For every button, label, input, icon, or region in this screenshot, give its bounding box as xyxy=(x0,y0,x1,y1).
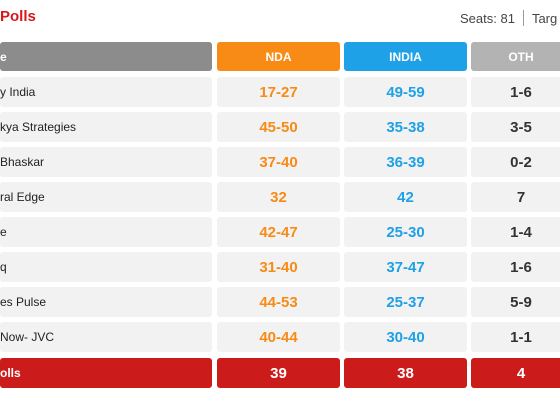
seats-count: Seats: 81 xyxy=(460,11,515,26)
total-oth-cell: 4 xyxy=(471,358,560,388)
nda-cell: 45-50 xyxy=(217,112,340,142)
page-title: Polls xyxy=(0,8,36,25)
nda-cell: 17-27 xyxy=(217,77,340,107)
agency-name: Bhaskar xyxy=(0,155,45,169)
india-cell: 36-39 xyxy=(344,147,467,177)
oth-cell: 5-9 xyxy=(471,287,560,317)
agency-name: y India xyxy=(0,85,36,99)
seat-info: Seats: 81 Targ xyxy=(460,10,557,26)
agency-name: es Pulse xyxy=(0,295,47,309)
india-cell: 49-59 xyxy=(344,77,467,107)
agency-name: Now- JVC xyxy=(0,330,55,344)
nda-cell: 31-40 xyxy=(217,252,340,282)
india-cell: 30-40 xyxy=(344,322,467,352)
india-cell: 25-30 xyxy=(344,217,467,247)
column-header-nda: NDA xyxy=(217,42,340,71)
table-row: kya Strategies 45-50 35-38 3-5 xyxy=(0,112,560,142)
divider xyxy=(522,10,524,26)
nda-cell: 37-40 xyxy=(217,147,340,177)
oth-cell: 0-2 xyxy=(471,147,560,177)
table-row: Bhaskar 37-40 36-39 0-2 xyxy=(0,147,560,177)
agency-cell: y India xyxy=(0,77,212,107)
total-india-cell: 38 xyxy=(344,358,467,388)
total-row: olls 39 38 4 xyxy=(0,358,560,388)
agency-cell: Bhaskar xyxy=(0,147,212,177)
table-row: q 31-40 37-47 1-6 xyxy=(0,252,560,282)
agency-name: kya Strategies xyxy=(0,120,77,134)
table-row: es Pulse 44-53 25-37 5-9 xyxy=(0,287,560,317)
column-header-oth: OTH xyxy=(471,42,560,71)
nda-cell: 40-44 xyxy=(217,322,340,352)
agency-name: q xyxy=(0,260,7,274)
oth-cell: 3-5 xyxy=(471,112,560,142)
india-cell: 25-37 xyxy=(344,287,467,317)
agency-name: e xyxy=(0,225,7,239)
agency-cell: q xyxy=(0,252,212,282)
agency-cell: es Pulse xyxy=(0,287,212,317)
agency-cell: kya Strategies xyxy=(0,112,212,142)
total-label: olls xyxy=(0,366,21,380)
target-label: Targ xyxy=(531,11,558,26)
table-row: ral Edge 32 42 7 xyxy=(0,182,560,212)
oth-cell: 1-4 xyxy=(471,217,560,247)
oth-cell: 1-1 xyxy=(471,322,560,352)
agency-cell: e xyxy=(0,217,212,247)
table-row: y India 17-27 49-59 1-6 xyxy=(0,77,560,107)
total-label-cell: olls xyxy=(0,358,212,388)
agency-cell: ral Edge xyxy=(0,182,212,212)
nda-cell: 42-47 xyxy=(217,217,340,247)
page-header: Polls Seats: 81 Targ xyxy=(0,0,560,38)
oth-cell: 1-6 xyxy=(471,252,560,282)
column-header-india: INDIA xyxy=(344,42,467,71)
nda-cell: 44-53 xyxy=(217,287,340,317)
column-header-agency: e xyxy=(0,42,212,71)
table-row: Now- JVC 40-44 30-40 1-1 xyxy=(0,322,560,352)
oth-cell: 1-6 xyxy=(471,77,560,107)
column-header-agency-label: e xyxy=(0,49,7,64)
table-row: e 42-47 25-30 1-4 xyxy=(0,217,560,247)
total-nda-cell: 39 xyxy=(217,358,340,388)
agency-cell: Now- JVC xyxy=(0,322,212,352)
oth-cell: 7 xyxy=(471,182,560,212)
india-cell: 37-47 xyxy=(344,252,467,282)
india-cell: 42 xyxy=(344,182,467,212)
agency-name: ral Edge xyxy=(0,190,45,204)
nda-cell: 32 xyxy=(217,182,340,212)
india-cell: 35-38 xyxy=(344,112,467,142)
